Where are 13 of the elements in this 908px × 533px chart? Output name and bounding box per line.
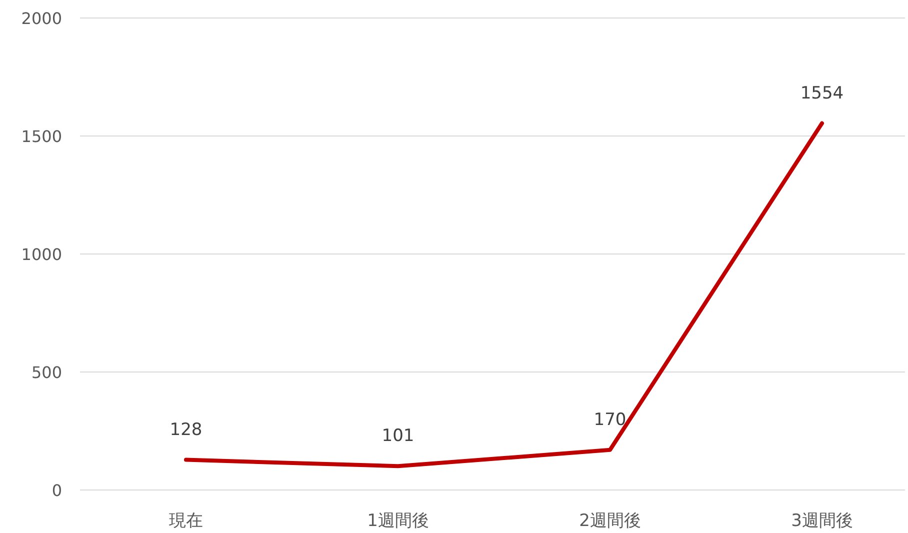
- y-tick-label: 0: [52, 481, 62, 500]
- y-tick-label: 2000: [21, 9, 62, 28]
- x-tick-label: 1週間後: [367, 511, 429, 531]
- y-tick-label: 500: [31, 363, 62, 382]
- data-label: 101: [382, 426, 414, 446]
- x-tick-label: 2週間後: [579, 511, 641, 531]
- x-tick-label: 3週間後: [791, 511, 853, 531]
- data-label: 1554: [800, 83, 844, 104]
- data-label: 170: [594, 410, 626, 430]
- x-tick-label: 現在: [169, 511, 203, 531]
- y-tick-label: 1000: [21, 245, 62, 264]
- data-label: 128: [170, 420, 202, 440]
- y-tick-label: 1500: [21, 127, 62, 146]
